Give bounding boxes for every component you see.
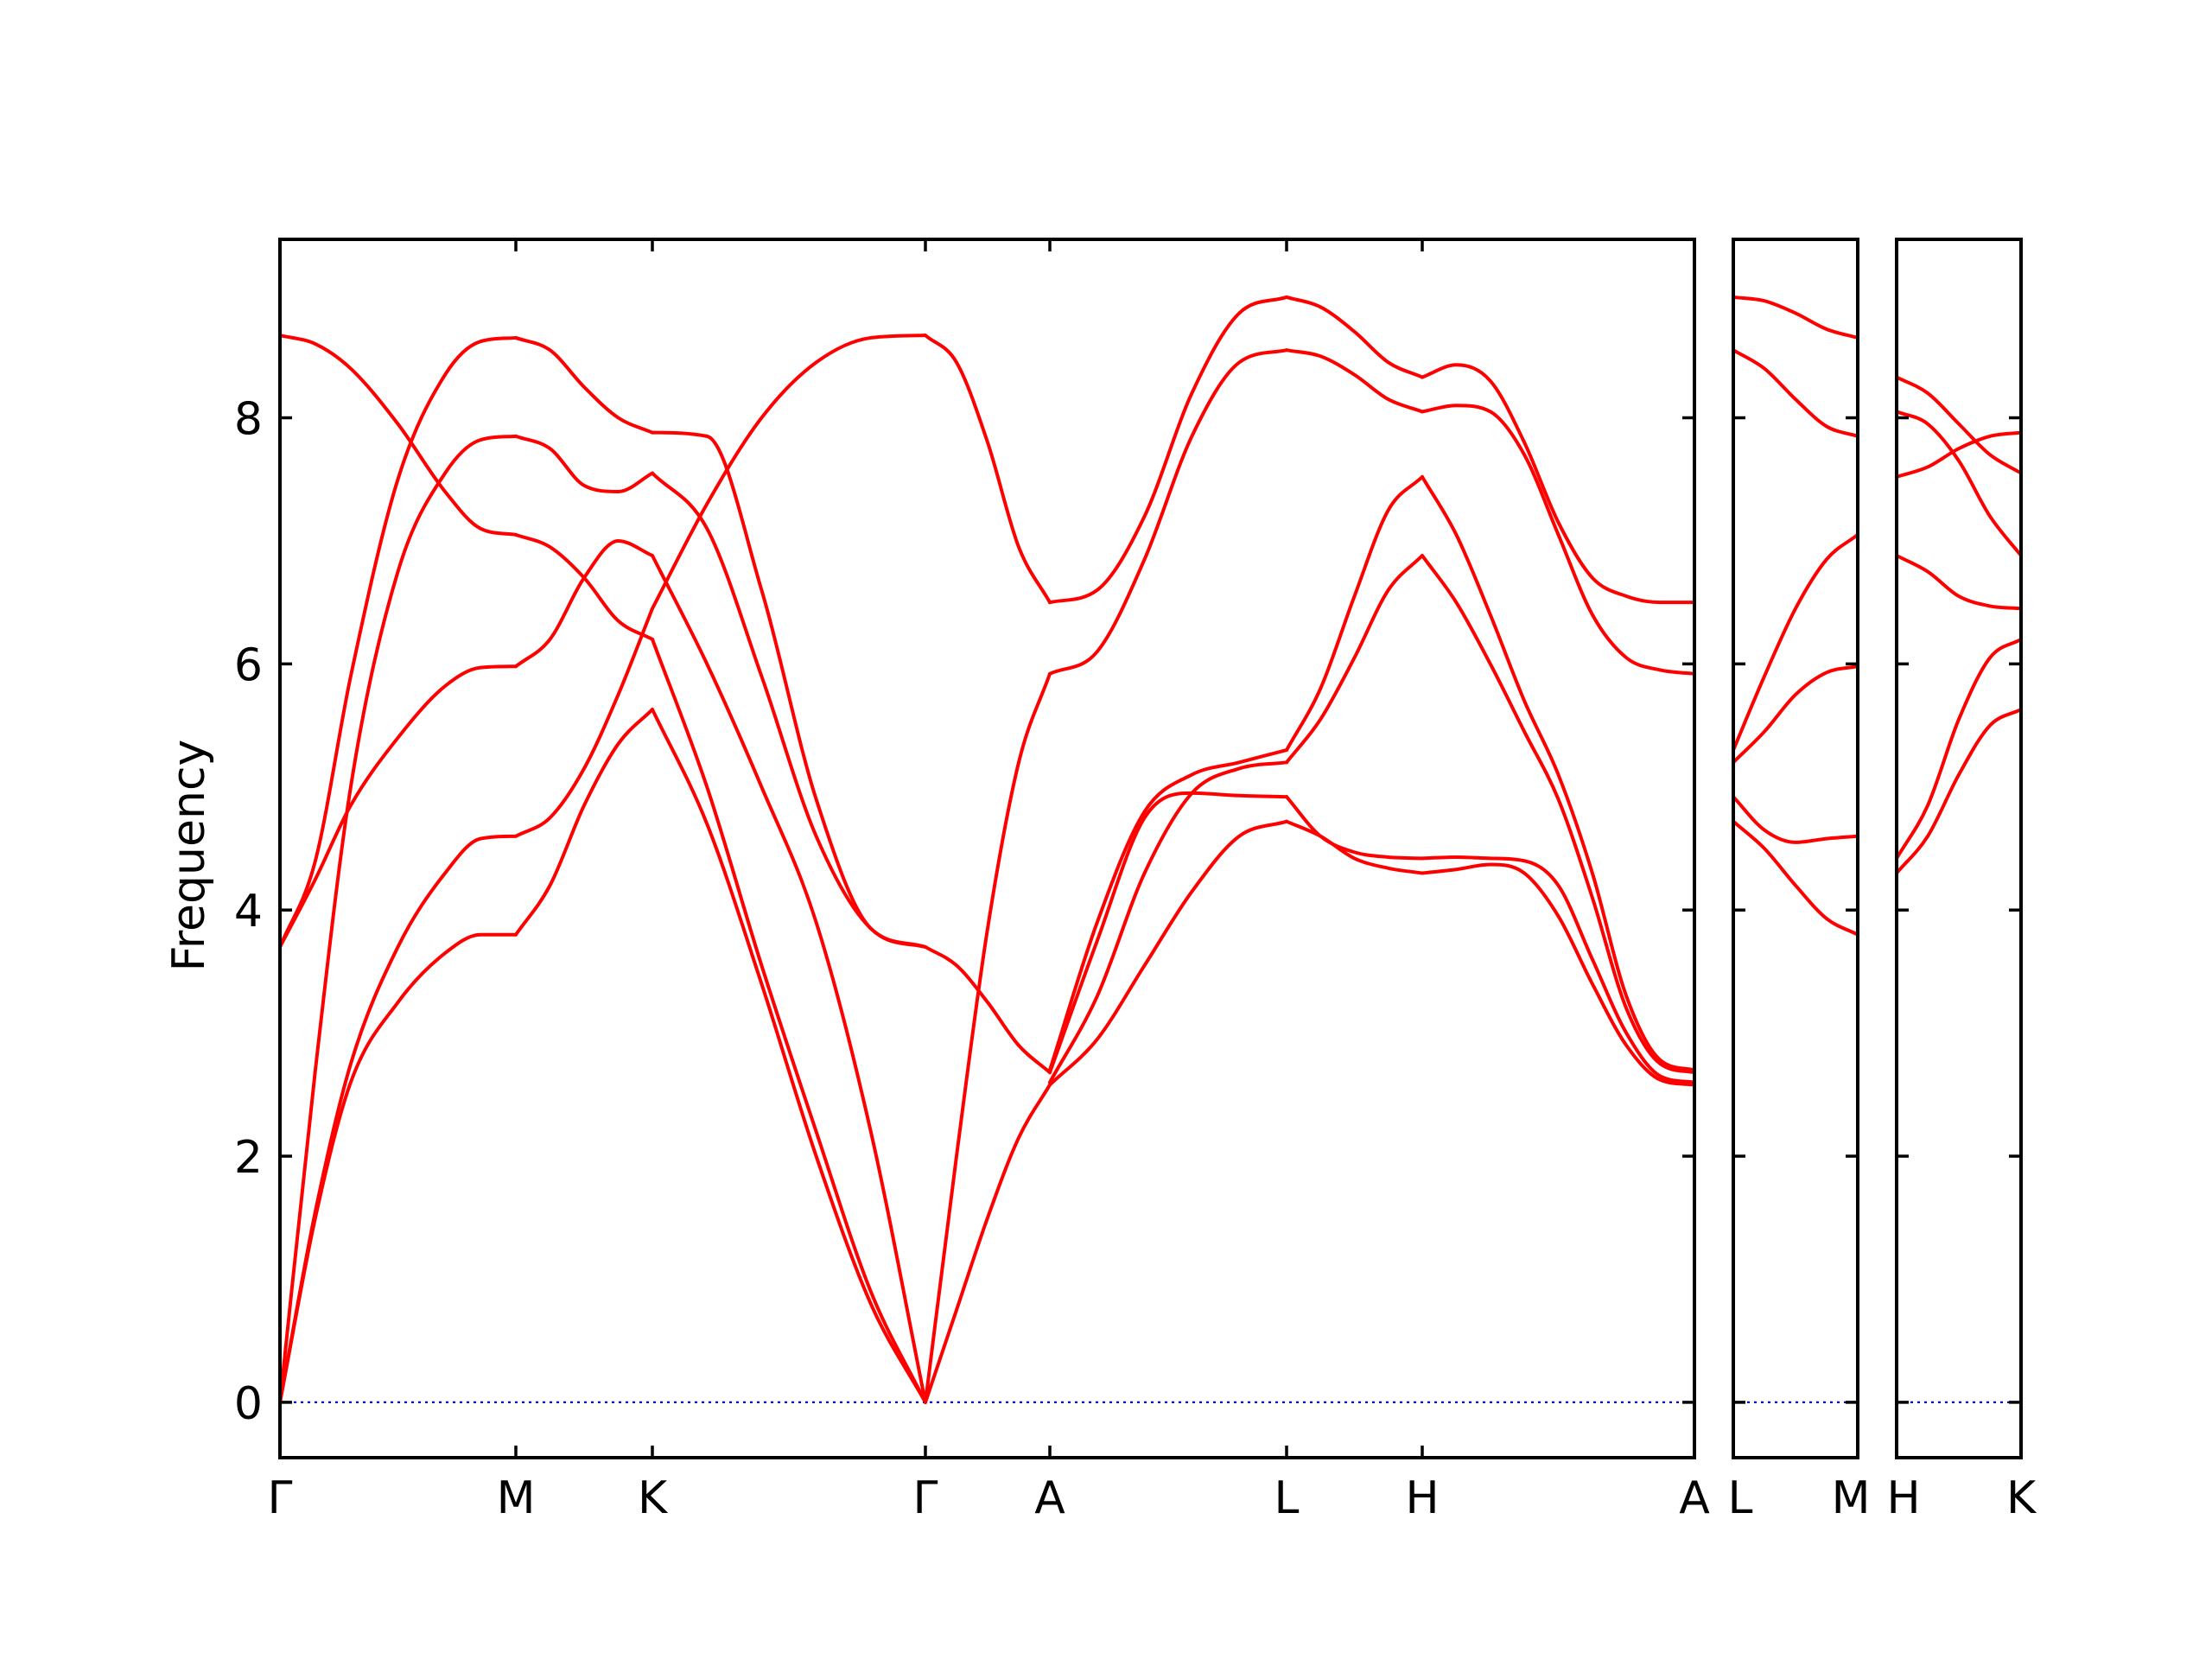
band-line-4 <box>651 334 927 611</box>
band-line-2 <box>924 671 1052 1404</box>
panel-frame <box>1732 238 1859 1459</box>
x-tick-label: H <box>1886 1472 1920 1524</box>
band-line-4 <box>514 532 654 641</box>
path-segment-Γ-A <box>924 334 1052 1404</box>
band-line-2 <box>1732 795 1859 844</box>
band-line-2 <box>651 637 927 1404</box>
y-axis-label: Frequency <box>163 740 215 972</box>
band-line-4 <box>1732 532 1859 753</box>
band-line-6 <box>651 430 927 949</box>
panel-frame <box>278 238 1696 1459</box>
path-segment-M-K <box>514 335 654 937</box>
x-tick-label: A <box>1679 1472 1710 1524</box>
y-tick-label: 0 <box>234 1378 263 1430</box>
band-line-6 <box>1048 295 1288 605</box>
band-line-2 <box>278 834 518 1404</box>
band-line-1 <box>514 708 654 937</box>
band-line-4 <box>1048 748 1288 1072</box>
x-tick-label: H <box>1405 1472 1439 1524</box>
band-line-5 <box>1732 348 1859 438</box>
band-line-1 <box>651 708 927 1404</box>
band-line-1 <box>1421 862 1696 1087</box>
band-line-6 <box>1421 363 1696 605</box>
band-line-3 <box>651 554 927 1404</box>
path-segment-A-L <box>1048 295 1288 1087</box>
x-tick-label: M <box>1832 1472 1871 1524</box>
band-line-4 <box>1895 430 2023 479</box>
x-tick-label: M <box>497 1472 536 1524</box>
x-tick-label: Γ <box>268 1472 293 1524</box>
band-line-5 <box>1895 410 2023 558</box>
band-line-1 <box>1895 708 2023 875</box>
band-line-3 <box>1285 554 1424 765</box>
band-line-6 <box>278 334 518 537</box>
band-line-6 <box>1732 295 1859 340</box>
band-line-3 <box>1048 791 1288 1075</box>
x-tick-label: K <box>638 1472 669 1524</box>
band-line-6 <box>1895 375 2023 475</box>
band-line-4 <box>278 434 518 1404</box>
path-segment-K-Γ <box>651 334 927 1404</box>
band-line-1 <box>1048 819 1288 1087</box>
path-segment-L-M <box>1732 295 1859 937</box>
band-line-3 <box>278 664 518 949</box>
band-line-3 <box>1421 554 1696 1075</box>
band-line-2 <box>1421 855 1696 1084</box>
band-line-4 <box>1285 474 1424 753</box>
band-line-1 <box>1285 819 1424 875</box>
x-tick-label: L <box>1728 1472 1753 1524</box>
panel-frame <box>1895 238 2023 1459</box>
band-line-2 <box>1895 637 2023 861</box>
band-line-1 <box>924 1083 1052 1404</box>
x-tick-label: A <box>1034 1472 1065 1524</box>
band-line-2 <box>1048 760 1288 1084</box>
y-tick-label: 4 <box>234 886 263 938</box>
band-line-3 <box>1732 664 1859 765</box>
band-line-5 <box>278 335 518 949</box>
x-tick-label: L <box>1274 1472 1300 1524</box>
path-segment-L-H <box>1285 295 1424 875</box>
band-line-2 <box>1285 795 1424 861</box>
band-line-5 <box>1285 348 1424 414</box>
band-line-3 <box>1895 554 2023 611</box>
band-line-2 <box>514 607 654 838</box>
path-segment-H-A <box>1421 363 1696 1087</box>
band-line-6 <box>514 335 654 435</box>
band-line-3 <box>924 944 1052 1075</box>
band-line-5 <box>514 434 654 493</box>
band-line-4 <box>1421 474 1696 1072</box>
path-segment-Γ-M <box>278 334 518 1404</box>
y-tick-label: 8 <box>234 394 263 446</box>
path-segment-H-K <box>1895 375 2023 875</box>
x-tick-label: K <box>2006 1472 2037 1524</box>
band-line-5 <box>1048 348 1288 676</box>
y-tick-label: 2 <box>234 1132 263 1184</box>
y-tick-label: 6 <box>234 639 263 691</box>
band-line-1 <box>1732 819 1859 937</box>
band-line-6 <box>1285 295 1424 379</box>
band-line-5 <box>1421 404 1696 676</box>
band-line-4 <box>924 334 1052 605</box>
x-tick-label: Γ <box>913 1472 938 1524</box>
